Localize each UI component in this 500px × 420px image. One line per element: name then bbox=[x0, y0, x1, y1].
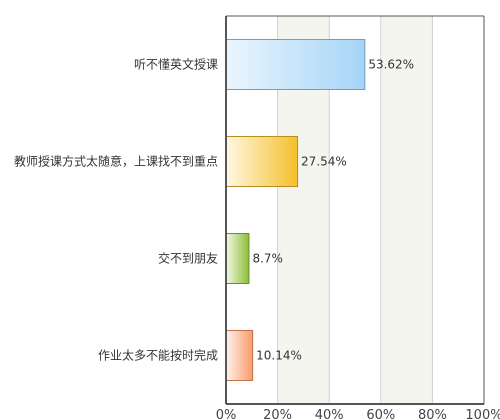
bar bbox=[226, 233, 250, 284]
x-tick-label: 0% bbox=[216, 408, 237, 420]
x-tick-label: 40% bbox=[315, 408, 344, 420]
category-label: 听不懂英文授课 bbox=[134, 57, 218, 72]
category-label: 教师授课方式太随意，上课找不到重点 bbox=[14, 154, 218, 169]
plot-band bbox=[432, 16, 484, 404]
x-tick-label: 100% bbox=[465, 408, 500, 420]
value-labels: 53.62% 27.54% 8.7% 10.14% bbox=[252, 58, 414, 363]
plot-band bbox=[380, 16, 433, 404]
bar bbox=[226, 136, 299, 187]
x-tick-label: 20% bbox=[263, 408, 292, 420]
x-tick-labels: 0% 20% 40% 60% 80% 100% bbox=[216, 408, 500, 420]
x-tick-label: 60% bbox=[366, 408, 395, 420]
data-label: 8.7% bbox=[252, 252, 282, 266]
category-label: 交不到朋友 bbox=[158, 251, 218, 266]
bar bbox=[226, 330, 254, 381]
data-label: 27.54% bbox=[301, 155, 347, 169]
category-label: 作业太多不能按时完成 bbox=[98, 348, 218, 363]
bar bbox=[226, 39, 366, 90]
x-tick-label: 80% bbox=[418, 408, 447, 420]
bars bbox=[226, 39, 366, 381]
data-label: 53.62% bbox=[368, 58, 414, 72]
data-label: 10.14% bbox=[256, 349, 302, 363]
axes bbox=[225, 15, 485, 405]
